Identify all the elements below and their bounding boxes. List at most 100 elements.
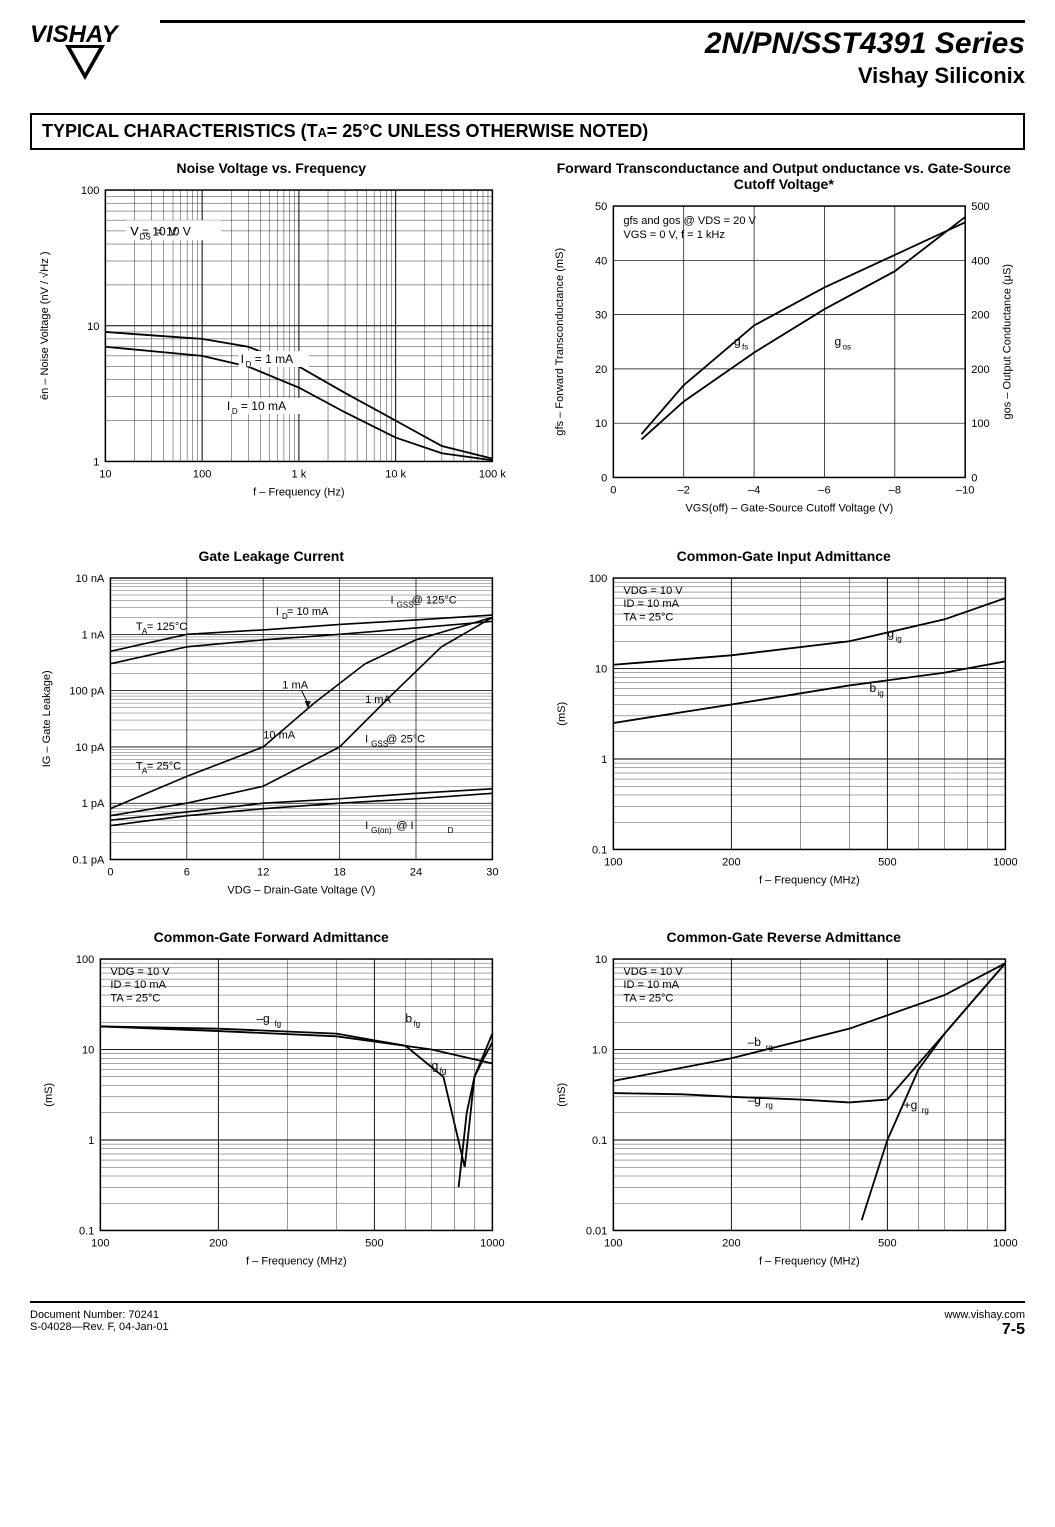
svg-text:I: I <box>241 352 244 366</box>
svg-text:24: 24 <box>410 866 422 878</box>
svg-text:V: V <box>131 224 139 238</box>
svg-text:fg: fg <box>274 1020 281 1029</box>
chart-title: Gate Leakage Current <box>199 548 345 564</box>
svg-text:10 mA: 10 mA <box>263 729 296 741</box>
svg-text:1000: 1000 <box>993 856 1018 868</box>
svg-text:rg: rg <box>921 1107 928 1116</box>
chart-title: Noise Voltage vs. Frequency <box>176 160 366 176</box>
svg-text:ID = 10 mA: ID = 10 mA <box>623 598 679 610</box>
svg-text:I: I <box>391 594 394 606</box>
svg-text:os: os <box>842 343 850 352</box>
svg-text:ēn – Noise Voltage (nV / √Hz ): ēn – Noise Voltage (nV / √Hz ) <box>39 251 51 400</box>
svg-text:D: D <box>232 407 238 416</box>
rev-line: S-04028—Rev. F, 04-Jan-01 <box>30 1321 169 1333</box>
svg-text:I: I <box>365 820 368 832</box>
svg-text:30: 30 <box>595 310 607 322</box>
svg-text:I: I <box>227 399 230 413</box>
svg-text:50: 50 <box>595 201 607 213</box>
svg-text:= 1 mA: = 1 mA <box>255 352 294 366</box>
svg-text:200: 200 <box>722 856 740 868</box>
svg-text:500: 500 <box>365 1238 383 1250</box>
chart-title: Forward Transconductance and Output ondu… <box>543 160 1026 192</box>
chart-noise: Noise Voltage vs. Frequency 101001 k10 k… <box>30 160 513 528</box>
svg-text:100: 100 <box>604 856 622 868</box>
svg-text:1: 1 <box>93 456 99 468</box>
svg-text:(mS): (mS) <box>556 1083 568 1107</box>
svg-text:–g: –g <box>256 1012 269 1026</box>
svg-text:500: 500 <box>878 1238 896 1250</box>
svg-text:100: 100 <box>81 185 99 197</box>
svg-text:VGS = 0 V, f = 1 kHz: VGS = 0 V, f = 1 kHz <box>623 229 725 241</box>
svg-text:100: 100 <box>604 1238 622 1250</box>
svg-text:TA = 25°C: TA = 25°C <box>110 993 160 1005</box>
svg-text:ig: ig <box>895 634 901 643</box>
chart-title: Common-Gate Input Admittance <box>677 548 891 564</box>
svg-text:40: 40 <box>595 255 607 267</box>
svg-text:0: 0 <box>971 472 977 484</box>
svg-text:f – Frequency (MHz): f – Frequency (MHz) <box>246 1256 347 1268</box>
svg-text:@ 25°C: @ 25°C <box>386 733 425 745</box>
svg-text:1000: 1000 <box>480 1238 505 1250</box>
svg-text:VGS(off) – Gate-Source Cutoff: VGS(off) – Gate-Source Cutoff Voltage (V… <box>685 503 893 515</box>
svg-text:–2: –2 <box>677 485 689 497</box>
svg-text:gos – Output Conductance (µS): gos – Output Conductance (µS) <box>1001 264 1013 420</box>
svg-text:–6: –6 <box>818 485 830 497</box>
svg-text:10: 10 <box>595 418 607 430</box>
footer-url: www.vishay.com <box>945 1309 1025 1321</box>
svg-text:18: 18 <box>333 866 345 878</box>
doc-number: Document Number: 70241 <box>30 1309 169 1321</box>
svg-text:f – Frequency (MHz): f – Frequency (MHz) <box>759 874 860 886</box>
svg-text:200: 200 <box>971 310 989 322</box>
svg-text:0.1: 0.1 <box>591 844 606 856</box>
svg-text:–4: –4 <box>747 485 759 497</box>
svg-text:fg: fg <box>413 1020 420 1029</box>
svg-text:VDG = 10 V: VDG = 10 V <box>623 585 683 597</box>
svg-text:G(on): G(on) <box>371 826 392 835</box>
svg-text:gfs and gos @ VDS = 20 V: gfs and gos @ VDS = 20 V <box>623 215 756 227</box>
svg-text:b: b <box>405 1012 412 1026</box>
svg-text:(mS): (mS) <box>43 1083 55 1107</box>
svg-text:0: 0 <box>610 485 616 497</box>
page-number: 7-5 <box>945 1321 1025 1339</box>
chart-svg: 0–2–4–6–8–10001010020200302004040050500V… <box>543 196 1026 528</box>
chart-svg: 101001 k10 k100 k110100f – Frequency (Hz… <box>30 180 513 512</box>
section-title-post: = 25°C UNLESS OTHERWISE NOTED) <box>327 121 648 142</box>
footer-right: www.vishay.com 7-5 <box>945 1309 1025 1339</box>
svg-text:= 10 mA: = 10 mA <box>241 399 287 413</box>
charts-grid: Noise Voltage vs. Frequency 101001 k10 k… <box>30 160 1025 1281</box>
svg-text:0.1: 0.1 <box>79 1226 94 1238</box>
chart-svg: 10020050010000.1110100f – Frequency (MHz… <box>543 568 1026 900</box>
section-title-bar: TYPICAL CHARACTERISTICS (TA = 25°C UNLES… <box>30 113 1025 150</box>
svg-text:30: 30 <box>486 866 498 878</box>
svg-text:fs: fs <box>742 343 748 352</box>
svg-text:= 10 V: = 10 V <box>156 224 191 238</box>
svg-text:0.1 pA: 0.1 pA <box>72 854 105 866</box>
svg-text:(mS): (mS) <box>556 702 568 726</box>
svg-text:200: 200 <box>209 1238 227 1250</box>
chart-gate-leak: Gate Leakage Current 06121824300.1 pA1 p… <box>30 548 513 910</box>
svg-text:10: 10 <box>595 663 607 675</box>
svg-text:100: 100 <box>588 573 606 585</box>
svg-text:1: 1 <box>601 754 607 766</box>
chart-fwd-transcond: Forward Transconductance and Output ondu… <box>543 160 1026 528</box>
svg-text:f – Frequency (Hz): f – Frequency (Hz) <box>253 487 344 499</box>
svg-text:1000: 1000 <box>993 1238 1018 1250</box>
svg-text:12: 12 <box>257 866 269 878</box>
svg-text:+g: +g <box>903 1098 917 1112</box>
svg-text:10 nA: 10 nA <box>76 573 106 585</box>
vishay-logo: VISHAY <box>30 20 140 93</box>
svg-text:0: 0 <box>601 472 607 484</box>
chart-cg-forward: Common-Gate Forward Admittance 100200500… <box>30 929 513 1281</box>
svg-text:ID = 10 mA: ID = 10 mA <box>623 980 679 992</box>
svg-text:–10: –10 <box>955 485 973 497</box>
svg-text:20: 20 <box>595 364 607 376</box>
svg-text:TA = 25°C: TA = 25°C <box>623 611 673 623</box>
svg-text:200: 200 <box>722 1238 740 1250</box>
svg-text:1 nA: 1 nA <box>82 629 105 641</box>
svg-text:1 k: 1 k <box>292 469 307 481</box>
header: VISHAY 2N/PN/SST4391 Series Vishay Silic… <box>30 20 1025 93</box>
svg-text:500: 500 <box>971 201 989 213</box>
svg-text:ID = 10 mA: ID = 10 mA <box>110 980 166 992</box>
section-title-pre: TYPICAL CHARACTERISTICS (T <box>42 121 318 142</box>
svg-text:1.0: 1.0 <box>591 1045 606 1057</box>
